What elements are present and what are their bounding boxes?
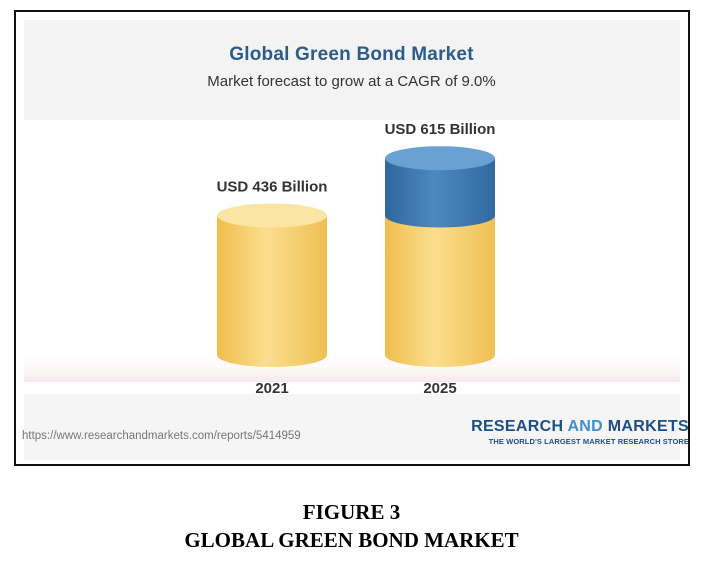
chart-subtitle: Market forecast to grow at a CAGR of 9.0… (207, 73, 496, 90)
figure-caption: FIGURE 3 GLOBAL GREEN BOND MARKET (0, 498, 703, 554)
brand-tagline: THE WORLD'S LARGEST MARKET RESEARCH STOR… (488, 437, 689, 446)
bar-2021-body (217, 215, 327, 367)
floor-shade (24, 350, 680, 382)
figure-number: FIGURE 3 (302, 500, 401, 524)
brand-name-part2: MARKETS (603, 418, 689, 435)
footer-band (24, 394, 680, 460)
source-url: https://www.researchandmarkets.com/repor… (22, 430, 301, 442)
infographic-frame (14, 10, 690, 466)
figure-title: GLOBAL GREEN BOND MARKET (184, 528, 519, 552)
bar-2021-top (217, 203, 327, 228)
value-label-2025: USD 615 Billion (385, 121, 496, 138)
bar-2025-base-body (385, 215, 495, 367)
category-label-2021: 2021 (255, 380, 288, 397)
chart-title: Global Green Bond Market (229, 44, 474, 65)
category-label-2025: 2025 (423, 380, 456, 397)
brand-name-part1: RESEARCH (471, 418, 568, 435)
bar-2025-growth-body (385, 158, 495, 228)
bar-2025-growth-top (385, 146, 495, 171)
brand-name-and: AND (567, 418, 604, 435)
brand-logo-name: RESEARCH AND MARKETS (471, 418, 689, 436)
header-band (24, 20, 680, 120)
value-label-2021: USD 436 Billion (217, 178, 328, 195)
chart: USD 436 Billion 2021 USD 615 Billion 2025 (24, 121, 680, 397)
